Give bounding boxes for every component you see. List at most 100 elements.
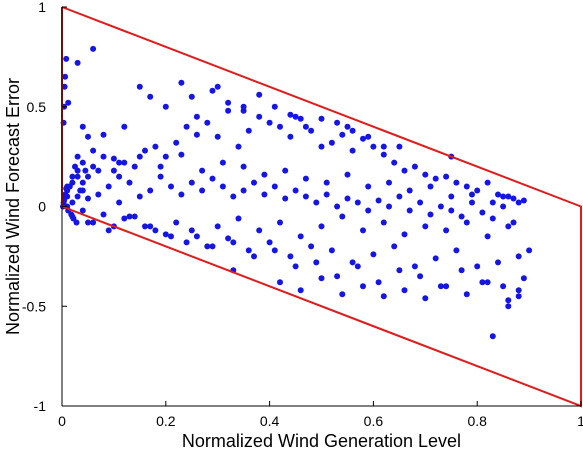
data-point [411,263,418,270]
x-tick-label: 1 [577,413,583,429]
data-point [121,159,128,166]
data-point [62,191,69,198]
data-point [204,243,211,250]
data-point [453,247,460,254]
data-point [349,147,356,154]
data-point [121,215,128,222]
data-point [69,173,76,180]
data-point [188,93,195,100]
data-point [214,133,221,140]
data-point [339,213,346,220]
data-point [484,233,491,240]
data-point [505,303,512,310]
data-point [178,191,185,198]
data-point [406,207,413,214]
data-point [62,73,69,80]
data-point [495,259,501,266]
data-point [380,151,387,158]
data-point [360,135,366,142]
data-point [515,253,522,260]
data-point [90,147,97,154]
data-point [209,175,216,182]
y-axis-title: Normalized Wind Forecast Error [3,78,23,335]
data-point [162,153,169,160]
data-point [515,287,522,294]
data-point [297,115,304,122]
data-point [225,99,232,106]
data-point [63,55,70,62]
data-point [72,163,78,170]
data-point [271,183,278,190]
data-point [302,193,309,200]
data-point [110,167,117,174]
data-point [277,279,283,286]
data-point [344,195,351,202]
data-point [95,191,102,198]
data-point [63,185,70,192]
data-point [489,199,496,206]
data-point [82,167,89,174]
data-point [515,293,522,300]
data-point [489,215,496,222]
data-point [474,187,481,194]
data-point [178,151,185,158]
data-point [417,273,424,280]
data-point [183,239,190,246]
data-point [500,283,507,290]
data-point [463,291,470,298]
data-point [297,287,304,294]
data-point [334,273,341,280]
data-point [256,113,263,120]
data-point [313,199,320,206]
data-point [458,213,465,220]
data-point [219,183,226,190]
data-point [142,223,148,230]
data-point [136,83,143,90]
data-point [474,263,481,270]
data-point [199,187,206,194]
data-point [90,219,97,226]
data-point [520,197,527,204]
data-point [261,171,268,178]
data-points [60,45,533,340]
data-point [479,209,486,216]
data-point [282,195,289,202]
data-point [188,227,195,234]
data-point [386,179,392,186]
data-point [73,219,80,226]
data-point [411,163,418,170]
data-point [100,211,107,218]
data-point [318,115,325,122]
data-point [74,193,81,200]
data-point [422,295,429,302]
data-point [152,143,159,150]
data-point [271,103,278,110]
data-point [256,227,263,234]
data-point [479,279,486,286]
data-point [131,163,138,170]
axes [61,6,582,407]
data-point [406,187,413,194]
data-point [74,59,81,66]
data-point [178,79,185,86]
data-point [162,231,169,238]
data-point [354,199,361,206]
data-point [401,167,408,174]
data-point [380,293,387,300]
data-point [484,279,491,286]
data-point [219,159,226,166]
x-tick-label: 0 [58,413,66,429]
data-point [469,199,475,206]
data-point [162,103,169,110]
data-point [308,127,315,134]
data-point [256,91,263,98]
data-point [443,227,450,234]
data-point [240,103,247,110]
x-tick-label: 0.6 [364,413,384,429]
data-point [334,119,341,126]
data-point [287,253,294,260]
data-point [443,283,450,290]
data-point [69,199,76,206]
data-point [126,213,133,220]
data-point [277,219,283,226]
